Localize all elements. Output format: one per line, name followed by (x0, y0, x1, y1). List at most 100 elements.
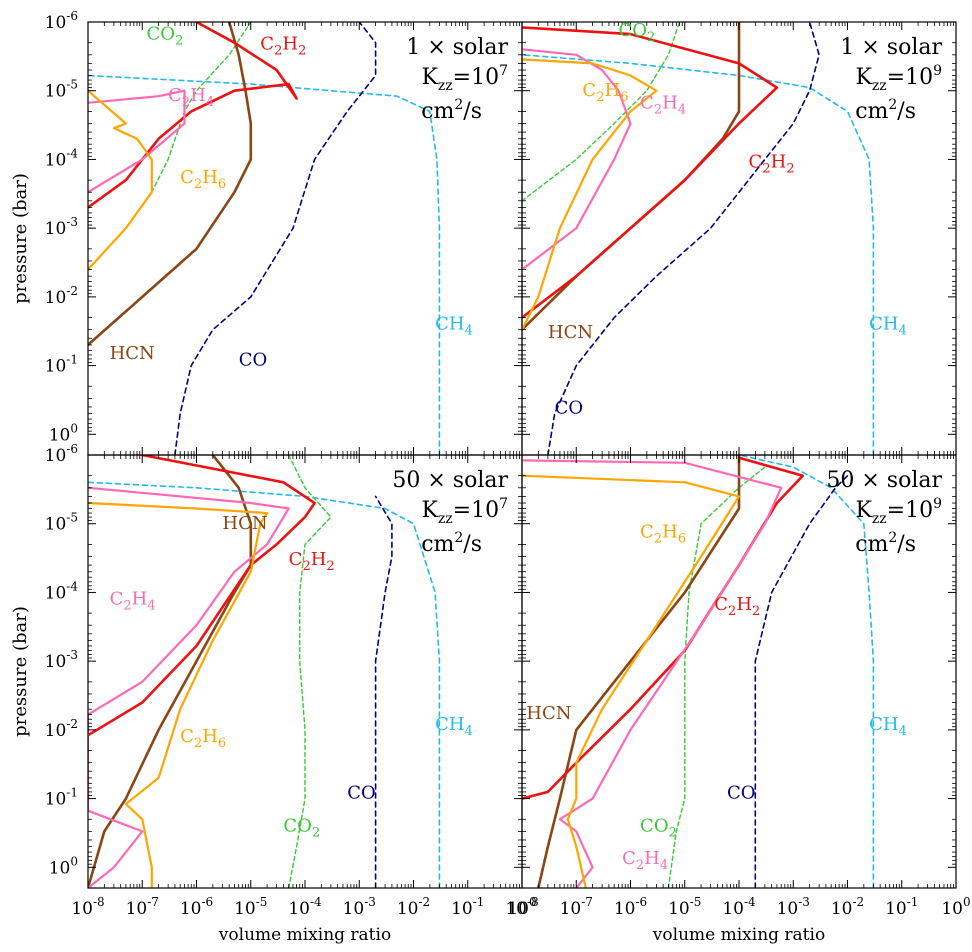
series-label-c2h6: C2H6 (180, 726, 226, 751)
annotation-unit: cm2/s (855, 530, 916, 557)
series-line-hcn (537, 455, 741, 888)
series-line-c2h2 (522, 26, 779, 319)
x-tick-label: 10-5 (668, 895, 701, 919)
y-tick-label: 10-1 (45, 353, 78, 377)
series-line-c2h6 (522, 58, 658, 331)
y-tick-label: 10-5 (45, 78, 78, 102)
x-tick-label: 10-6 (614, 895, 647, 919)
panel-bottom-left: 10-8 10-7 10-6 10-5 10-4 10-3 10-2 10-1 100 10-6 1… (10, 442, 537, 945)
series-label-ch4: CH4 (869, 314, 907, 339)
annotation-unit: cm2/s (421, 530, 482, 557)
x-tick-label: 10-8 (71, 895, 104, 919)
annotation-kzz: Kzz=109 (855, 63, 942, 94)
series-line-c2h6 (88, 501, 269, 888)
series-label-co: CO (555, 398, 584, 419)
y-tick-label: 10-6 (45, 9, 78, 33)
series-group (522, 455, 875, 888)
y-tick-label: 100 (49, 854, 78, 878)
series-line-co2 (288, 455, 332, 888)
series-label-c2h2: C2H2 (749, 151, 795, 176)
x-tick-label: 10-4 (288, 895, 322, 919)
series-line-hcn (88, 22, 253, 347)
panel-top-right: CH4 CO CO2 HCN C2H2 C2H4 C2H6 1 × solar Kzz=109 c… (521, 20, 957, 456)
series-line-co (754, 474, 849, 888)
series-label-co2: CO2 (147, 24, 184, 49)
series-group (88, 455, 441, 888)
series-line-c2h4 (522, 48, 632, 271)
series-label-c2h4: C2H4 (168, 85, 214, 110)
y-tick-label: 100 (49, 421, 78, 445)
x-tick-label: 100 (507, 895, 536, 919)
y-tick-label: 10-4 (45, 146, 79, 170)
series-label-c2h4: C2H4 (640, 92, 686, 117)
annotation-unit: cm2/s (855, 97, 916, 124)
x-tick-label: 10-3 (343, 895, 376, 919)
x-tick-label: 10-2 (831, 895, 864, 919)
series-label-hcn: HCN (110, 343, 155, 364)
series-label-co: CO (239, 350, 268, 371)
annotation-unit: cm2/s (421, 97, 482, 124)
annotation-metallicity: 50 × solar (392, 468, 508, 493)
series-line-c2h4 (88, 89, 186, 194)
series-line-c2h2 (522, 456, 805, 800)
series-line-co (547, 22, 820, 455)
x-tick-label: 10-2 (397, 895, 430, 919)
series-label-hcn: HCN (222, 513, 267, 534)
series-label-co: CO (727, 783, 756, 804)
x-tick-label: 10-8 (505, 895, 538, 919)
annotation-metallicity: 50 × solar (826, 468, 942, 493)
y-tick-label: 10-3 (45, 648, 78, 672)
y-tick-label: 10-6 (45, 442, 78, 466)
series-line-c2h6 (88, 89, 153, 271)
y-tick-label: 10-2 (45, 717, 78, 741)
series-label-c2h6: C2H6 (180, 167, 226, 192)
annotation-metallicity: 1 × solar (406, 35, 508, 60)
series-line-c2h4 (88, 486, 290, 888)
series-line-hcn (522, 22, 741, 331)
y-axis-label: pressure (bar) (10, 173, 31, 304)
annotation-kzz: Kzz=107 (421, 63, 508, 94)
series-line-hcn (88, 455, 253, 888)
annotation-kzz: Kzz=107 (421, 496, 508, 527)
annotation-kzz: Kzz=109 (855, 496, 942, 527)
series-label-c2h2: C2H2 (260, 33, 306, 58)
series-line-co (174, 22, 377, 455)
x-tick-label: 10-5 (234, 895, 267, 919)
y-tick-label: 10-3 (45, 215, 78, 239)
series-line-ch4 (88, 481, 441, 888)
x-tick-label: 10-3 (777, 895, 810, 919)
y-tick-label: 10-1 (45, 786, 78, 810)
x-tick-label: 10-7 (560, 895, 593, 919)
x-tick-label: 100 (941, 895, 970, 919)
y-tick-label: 10-5 (45, 511, 78, 535)
panel-bottom-right: 10-8 10-7 10-6 10-5 10-4 10-3 10-2 10-1 100 volum… (505, 454, 971, 945)
y-axis-label: pressure (bar) (10, 606, 31, 737)
series-label-c2h6: C2H6 (582, 80, 628, 105)
series-label-c2h4: C2H4 (622, 848, 668, 873)
series-label-c2h2: C2H2 (714, 594, 760, 619)
series-line-ch4 (738, 455, 875, 888)
series-label-co: CO (347, 783, 376, 804)
series-label-ch4: CH4 (435, 714, 473, 739)
series-label-co2: CO2 (640, 815, 677, 840)
series-line-c2h2 (88, 455, 316, 737)
series-label-co2: CO2 (283, 815, 320, 840)
series-line-ch4 (522, 54, 875, 455)
x-tick-label: 10-1 (451, 895, 484, 919)
series-label-co2: CO2 (618, 20, 655, 45)
series-line-c2h4 (522, 459, 783, 888)
x-tick-label: 10-1 (885, 895, 918, 919)
series-label-c2h2: C2H2 (289, 549, 335, 574)
series-group (88, 22, 441, 455)
annotation-metallicity: 1 × solar (840, 35, 942, 60)
series-line-ch4 (88, 74, 441, 455)
series-label-c2h4: C2H4 (110, 589, 156, 614)
series-line-co (374, 495, 393, 888)
x-tick-label: 10-7 (126, 895, 159, 919)
series-line-c2h6 (522, 474, 741, 888)
series-line-co2 (151, 22, 252, 193)
x-tick-label: 10-4 (722, 895, 756, 919)
panel-top-left: 10-6 10-5 10-4 10-3 10-2 10-1 100 pressure (bar… (10, 9, 523, 456)
